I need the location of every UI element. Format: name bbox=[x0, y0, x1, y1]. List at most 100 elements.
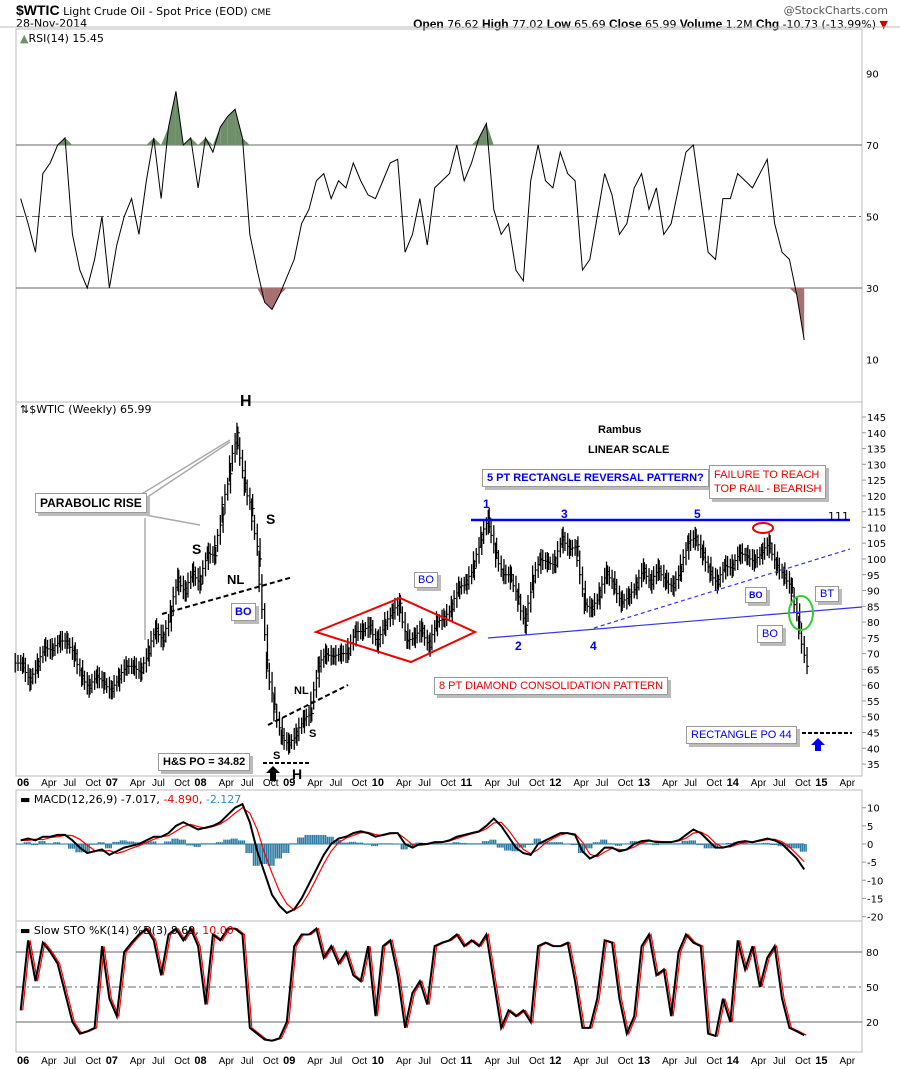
sto-label: ▬ Slow STO %K(14) %D(3) 8.69, 10.00 bbox=[20, 924, 234, 937]
diamond-pattern bbox=[313, 596, 478, 664]
rsi-tick-label: 70 bbox=[866, 141, 879, 152]
price-x-tick-label: Jul bbox=[63, 778, 76, 789]
price-x-tick-label: Apr bbox=[839, 778, 855, 789]
sto-k-line bbox=[19, 926, 805, 1042]
macd-tick-label: -10 bbox=[867, 876, 883, 887]
macd-panel-border bbox=[15, 789, 863, 922]
macd-tick-label: 5 bbox=[867, 822, 873, 833]
sto-x-tick-label: Apr bbox=[307, 1056, 323, 1067]
rsi-label: ▲RSI(14) 15.45 bbox=[20, 32, 104, 45]
price-x-tick-label: 11 bbox=[461, 777, 473, 789]
rectangle-price-objective-callout: RECTANGLE PO 44 bbox=[686, 726, 797, 744]
chart-title: $WTIC Light Crude Oil - Spot Price (EOD)… bbox=[16, 2, 271, 18]
rsi-extreme-fill bbox=[272, 288, 280, 310]
price-x-tick-label: Oct bbox=[440, 778, 456, 789]
rsi-icon: ▲ bbox=[20, 32, 29, 45]
sto-x-tick-label: Jul bbox=[684, 1056, 697, 1067]
black-up-arrow-icon bbox=[266, 766, 280, 781]
failure-line-2: TOP RAIL - BEARISH bbox=[714, 483, 822, 495]
shoulder-left-label: S bbox=[192, 541, 202, 557]
price-tick-label: 80 bbox=[867, 618, 880, 629]
blue-up-arrow-icon bbox=[811, 738, 825, 751]
author-label: Rambus bbox=[598, 424, 642, 436]
rsi-extreme-fill bbox=[168, 91, 176, 145]
price-x-tick-label: Jul bbox=[241, 778, 254, 789]
sto-x-tick-label: 11 bbox=[461, 1055, 473, 1067]
rsi-extreme-fill bbox=[478, 123, 487, 145]
rsi-tick-label: 90 bbox=[866, 70, 879, 81]
sto-x-tick-label: 09 bbox=[283, 1055, 295, 1067]
point-3-label: 3 bbox=[561, 507, 568, 521]
shoulder-2-left-label: S bbox=[273, 750, 281, 762]
sto-x-tick-label: Apr bbox=[839, 1056, 855, 1067]
price-x-tick-label: 09 bbox=[283, 777, 295, 789]
rsi-extreme-fill bbox=[146, 137, 154, 145]
point-5-label: 5 bbox=[694, 507, 701, 521]
price-tick-label: 85 bbox=[867, 602, 880, 613]
quote-value: 76.62 bbox=[447, 18, 479, 31]
price-x-tick-label: Jul bbox=[152, 778, 165, 789]
rsi-extreme-fill bbox=[264, 288, 273, 310]
quote-value: 65.69 bbox=[574, 18, 606, 31]
macd-tick-label: -15 bbox=[867, 894, 883, 905]
price-x-tick-label: 15 bbox=[815, 777, 827, 789]
price-x-tick-label: Jul bbox=[773, 778, 786, 789]
price-x-tick-label: Apr bbox=[485, 778, 501, 789]
rectangle-bottom-rail bbox=[487, 606, 863, 639]
exchange: CME bbox=[251, 8, 271, 18]
shoulder-2-right-label: S bbox=[309, 728, 317, 740]
sto-x-tick-label: Jul bbox=[773, 1056, 786, 1067]
quote-value: 77.02 bbox=[511, 18, 544, 31]
sto-x-tick-label: Jul bbox=[596, 1056, 609, 1067]
sto-x-tick-label: Apr bbox=[219, 1056, 235, 1067]
rsi-extreme-fill bbox=[789, 288, 797, 296]
sto-x-tick-label: Oct bbox=[618, 1056, 634, 1067]
price-x-tick-label: Oct bbox=[706, 778, 722, 789]
price-tick-label: 100 bbox=[867, 555, 886, 566]
sto-x-tick-label: 13 bbox=[638, 1055, 650, 1067]
trendline-breakout-callout: BO bbox=[745, 587, 767, 603]
sto-x-tick-label: Oct bbox=[529, 1056, 545, 1067]
sto-x-tick-label: 14 bbox=[727, 1055, 740, 1067]
callout-pointer bbox=[145, 441, 231, 499]
diamond-pattern-callout: 8 PT DIAMOND CONSOLIDATION PATTERN bbox=[434, 677, 669, 695]
price-x-tick-label: Oct bbox=[86, 778, 102, 789]
rsi-extreme-fill bbox=[242, 137, 250, 145]
rsi-extreme-fill bbox=[257, 288, 265, 303]
price-tick-label: 60 bbox=[867, 681, 880, 692]
copyright: @StockCharts.com bbox=[783, 4, 888, 17]
rsi-extreme-fill bbox=[212, 127, 221, 145]
price-x-tick-label: 14 bbox=[727, 777, 740, 789]
rsi-tick-label: 10 bbox=[866, 356, 879, 367]
rsi-line bbox=[20, 91, 805, 341]
sto-x-tick-label: Oct bbox=[352, 1056, 368, 1067]
sto-x-tick-label: Jul bbox=[241, 1056, 254, 1067]
sto-x-tick-label: Oct bbox=[174, 1056, 190, 1067]
price-x-tick-label: Oct bbox=[618, 778, 634, 789]
sto-x-tick-label: 07 bbox=[106, 1055, 118, 1067]
rsi-extreme-fill bbox=[153, 137, 162, 145]
callout-pointer bbox=[144, 514, 201, 526]
sto-x-tick-label: 15 bbox=[815, 1055, 827, 1067]
price-tick-label: 45 bbox=[867, 729, 880, 740]
macd-label: ▬ MACD(12,26,9) -7.017, -4.890, -2.127 bbox=[20, 793, 241, 806]
rectangle-breakout-callout: BO bbox=[757, 625, 783, 643]
price-tick-label: 115 bbox=[867, 508, 886, 519]
sto-x-tick-label: Apr bbox=[751, 1056, 767, 1067]
down-triangle-icon: ▼ bbox=[876, 18, 888, 31]
price-tick-label: 70 bbox=[867, 650, 880, 661]
sto-x-tick-label: 08 bbox=[194, 1055, 206, 1067]
price-x-tick-label: Apr bbox=[219, 778, 235, 789]
rsi-extreme-fill bbox=[198, 137, 206, 145]
price-x-tick-label: Oct bbox=[263, 778, 279, 789]
rectangle-pattern-callout: 5 PT RECTANGLE REVERSAL PATTERN? bbox=[482, 469, 709, 487]
hs-neckline-2 bbox=[267, 684, 349, 726]
price-tick-label: 40 bbox=[867, 744, 880, 755]
price-tick-label: 140 bbox=[867, 429, 886, 440]
macd-tick-label: 0 bbox=[867, 840, 873, 851]
price-x-tick-label: 06 bbox=[17, 777, 29, 789]
sto-x-tick-label: Apr bbox=[573, 1056, 589, 1067]
price-x-tick-label: 08 bbox=[194, 777, 206, 789]
symbol: $WTIC bbox=[16, 2, 60, 18]
sto-x-tick-label: Oct bbox=[440, 1056, 456, 1067]
